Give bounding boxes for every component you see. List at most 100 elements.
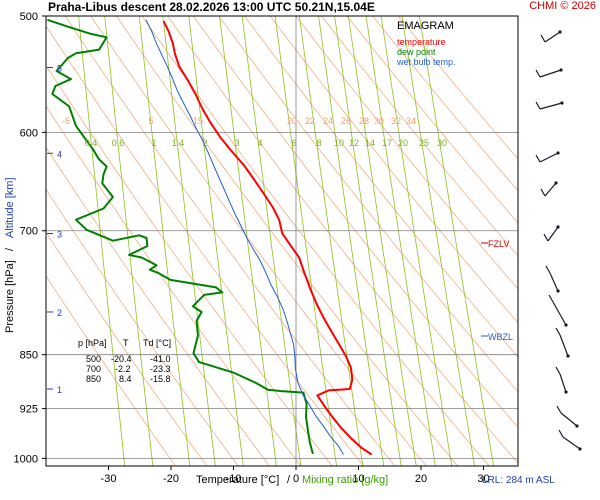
mixing-ratio-line <box>418 16 495 466</box>
x-tick-label: -30 <box>101 473 117 485</box>
wbzl-label: WBZL <box>488 332 513 342</box>
wind-barb-flag <box>540 34 546 43</box>
dry-adiabat-label: 34 <box>406 116 416 126</box>
table-row-t: -2.2 <box>115 364 131 374</box>
dry-adiabat-line <box>46 275 176 466</box>
dry-adiabat-line <box>141 16 490 466</box>
y-axis-separator: / <box>4 247 16 251</box>
x-tick-label: -10 <box>226 473 242 485</box>
sounding-profiles <box>46 18 373 456</box>
wind-barb-flag <box>543 233 549 242</box>
wind-barb-staff <box>560 412 578 427</box>
table-row-p: 700 <box>86 364 101 374</box>
series-line-dew-point <box>46 18 314 455</box>
dry-adiabat-label: 30 <box>374 116 384 126</box>
mixing-ratio-label: 0.4 <box>85 138 98 148</box>
dry-adiabat-label: 28 <box>359 116 369 126</box>
plot-frame <box>45 15 519 467</box>
dry-adiabat-line <box>218 16 518 393</box>
wind-barb-staff <box>544 31 561 43</box>
wind-barb-flag <box>535 154 541 163</box>
mixing-ratio-label: 4 <box>257 138 262 148</box>
wind-barb-flag <box>555 327 561 336</box>
table-row-t: 8.4 <box>119 374 132 384</box>
dry-adiabat-label: 15 <box>193 116 203 126</box>
altitude-tick-label: 3 <box>57 229 62 239</box>
dry-adiabat-label: 20 <box>287 116 297 126</box>
wind-barb-staff <box>539 69 562 78</box>
wind-barb-dot <box>560 101 564 105</box>
x-tick-label: 20 <box>415 473 427 485</box>
table-row-p: 850 <box>86 374 101 384</box>
axes: -5 5 15 20 22 24 26 28 30 32 340.4 0.6 1 1.4 2 3 4 6 8 10 12… <box>14 11 490 485</box>
dry-adiabat-label: -5 <box>62 116 70 126</box>
dry-adiabat-label: 22 <box>305 116 315 126</box>
table-row-td: -41.0 <box>150 354 171 364</box>
y-tick-label: 1000 <box>14 453 38 465</box>
y-tick-label: 925 <box>20 404 38 416</box>
dry-adiabat-line <box>46 64 333 466</box>
mixing-ratio-label: 1.4 <box>172 138 185 148</box>
altitude-tick-label: 4 <box>57 149 62 159</box>
table-row-td: -15.8 <box>150 374 171 384</box>
wind-barb-staff <box>552 301 567 326</box>
mixing-ratio-label: 8 <box>316 138 321 148</box>
wind-barb-staff <box>559 334 569 357</box>
wind-barbs <box>535 30 582 451</box>
series-line-temperature <box>162 20 373 456</box>
wind-barb-staff <box>544 182 557 197</box>
table-header-t: T <box>123 338 129 348</box>
mixing-ratio-label: 20 <box>398 138 408 148</box>
wind-barb-staff <box>547 226 559 242</box>
table-header-p: p [hPa] <box>78 338 107 348</box>
y-axis-label-pressure: Pressure [hPa] <box>4 260 16 333</box>
dry-adiabat-line <box>90 16 427 466</box>
wind-barb-dot <box>564 323 568 327</box>
mixing-ratio-line <box>334 16 402 466</box>
mixing-ratio-line <box>401 16 476 466</box>
mixing-ratio-line <box>138 16 191 466</box>
wind-barb-staff <box>549 272 559 292</box>
mixing-ratio-label: 14 <box>365 138 375 148</box>
wind-barb-dot <box>556 225 560 229</box>
mixing-ratio-label: 2 <box>202 138 207 148</box>
table-row-t: -20.4 <box>111 354 132 364</box>
x-axis-separator: / <box>287 474 291 486</box>
y-tick-label: 700 <box>20 226 38 238</box>
dry-adiabat-line <box>372 16 518 192</box>
mixing-ratio-line <box>380 16 453 466</box>
table-header-td: Td [°C] <box>143 338 171 348</box>
y-tick-label: 850 <box>20 350 38 362</box>
wind-barb-dot <box>556 289 560 293</box>
lrl-label: LRL: 284 m ASL <box>482 475 555 486</box>
table-row-td: -23.3 <box>150 364 171 374</box>
table-row-p: 500 <box>86 354 101 364</box>
mixing-ratio-line <box>365 16 436 466</box>
x-axis-label-mixing: Mixing ratio [g/kg] <box>302 474 388 486</box>
chart-title: Praha-Libus descent 28.02.2026 13:00 UTC… <box>48 0 375 14</box>
dry-adiabat-line <box>115 16 459 466</box>
background-grid <box>46 16 518 466</box>
x-axis-label-temperature: Temperature [°C] <box>196 474 279 486</box>
wind-barb-staff <box>559 373 567 393</box>
legend-temperature: temperature <box>397 37 446 47</box>
dry-adiabat-label: 5 <box>148 116 153 126</box>
wind-barb-dot <box>556 151 560 155</box>
value-table: p [hPa] T Td [°C] 500 -20.4 -41.0 700 -2… <box>78 338 171 384</box>
mixing-ratio-label: 0.6 <box>112 138 125 148</box>
mixing-ratio-line <box>104 16 154 466</box>
dry-adiabat-line <box>167 16 518 464</box>
dry-adiabat-line <box>346 16 518 224</box>
wind-barb-flag <box>535 101 541 110</box>
wind-barb-staff <box>539 102 563 110</box>
mixing-ratio-line <box>241 16 302 466</box>
mixing-ratio-line <box>219 16 277 466</box>
wind-barb-dot <box>558 30 562 34</box>
dry-adiabat-line <box>269 16 518 324</box>
mixing-ratio-label: 10 <box>334 138 344 148</box>
altitude-tick-label: 5 <box>57 63 62 73</box>
mixing-ratio-label: 17 <box>382 138 392 148</box>
y-axis-label-altitude: Altitude [km] <box>4 177 16 238</box>
mixing-ratio-line <box>188 16 244 466</box>
